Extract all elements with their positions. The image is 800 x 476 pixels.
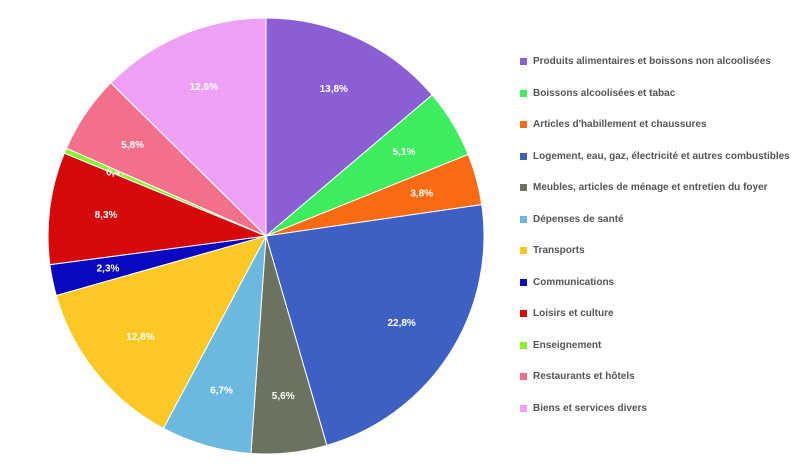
- legend-item: Biens et services divers: [520, 393, 790, 425]
- legend: Produits alimentaires et boissons non al…: [520, 46, 790, 424]
- legend-swatch: [520, 341, 527, 349]
- legend-swatch: [520, 215, 527, 223]
- slice-data-label-9: 8,3%: [95, 210, 118, 221]
- legend-swatch: [520, 184, 527, 192]
- slice-data-label-6: 6,7%: [210, 386, 233, 397]
- slice-data-label-12: 12,6%: [190, 82, 218, 93]
- legend-label: Transports: [533, 245, 585, 257]
- legend-swatch: [520, 89, 527, 97]
- legend-swatch: [520, 58, 527, 66]
- slice-data-label-4: 22,8%: [387, 318, 415, 329]
- legend-label: Logement, eau, gaz, électricité et autre…: [533, 150, 790, 162]
- legend-item: Articles d'habillement et chaussures: [520, 109, 790, 141]
- slice-data-label-8: 2,3%: [97, 263, 120, 274]
- legend-swatch: [520, 152, 527, 160]
- legend-label: Dépenses de santé: [533, 213, 624, 225]
- legend-item: Dépenses de santé: [520, 204, 790, 236]
- slice-data-label-2: 5,1%: [393, 147, 416, 158]
- pie-slice-1: [265, 17, 433, 238]
- legend-item: Enseignement: [520, 330, 790, 362]
- legend-swatch: [520, 121, 527, 129]
- legend-label: Articles d'habillement et chaussures: [533, 119, 707, 131]
- legend-item: Produits alimentaires et boissons non al…: [520, 46, 790, 78]
- legend-item: Loisirs et culture: [520, 298, 790, 330]
- legend-item: Boissons alcoolisées et tabac: [520, 78, 790, 110]
- pie-slice-4: [265, 204, 485, 446]
- pie-plot-area: 13,8% 5,1% 3,8% 22,8% 5,6% 6,7% 12,8% 2,3% 8,3% 0…: [47, 17, 485, 455]
- legend-item: Logement, eau, gaz, électricité et autre…: [520, 141, 790, 173]
- pie-slice-12: [110, 17, 267, 238]
- legend-label: Meubles, articles de ménage et entretien…: [533, 182, 768, 194]
- legend-swatch: [520, 278, 527, 286]
- legend-swatch: [520, 373, 527, 381]
- legend-swatch: [520, 404, 527, 412]
- slice-data-label-10: 0,4%: [106, 168, 129, 179]
- pie-slice-7: [55, 235, 267, 430]
- legend-label: Produits alimentaires et boissons non al…: [533, 56, 771, 68]
- legend-label: Communications: [533, 276, 615, 288]
- slice-data-label-1: 13,8%: [320, 84, 348, 95]
- legend-item: Restaurants et hôtels: [520, 361, 790, 393]
- legend-swatch: [520, 310, 527, 318]
- slice-data-label-7: 12,8%: [126, 332, 154, 343]
- legend-label: Boissons alcoolisées et tabac: [533, 87, 676, 99]
- legend-item: Meubles, articles de ménage et entretien…: [520, 172, 790, 204]
- pie-slice-9: [47, 152, 268, 266]
- legend-label: Loisirs et culture: [533, 308, 614, 320]
- legend-label: Enseignement: [533, 339, 602, 351]
- slice-data-label-3: 3,8%: [410, 189, 433, 200]
- legend-label: Restaurants et hôtels: [533, 371, 635, 383]
- legend-label: Biens et services divers: [533, 402, 647, 414]
- slice-data-label-5: 5,6%: [272, 391, 295, 402]
- legend-swatch: [520, 247, 527, 255]
- legend-item: Communications: [520, 267, 790, 299]
- legend-item: Transports: [520, 235, 790, 267]
- slice-data-label-11: 5,8%: [121, 140, 144, 151]
